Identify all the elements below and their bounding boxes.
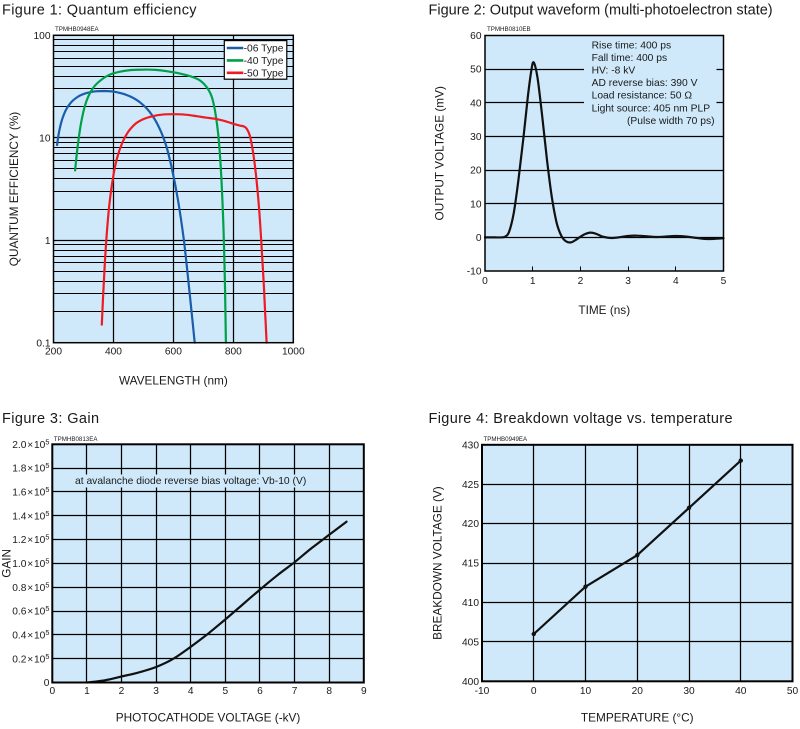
svg-text:QUANTUM EFFICIENCY (%): QUANTUM EFFICIENCY (%) [7,112,21,267]
svg-text:Light source: 405 nm PLP: Light source: 405 nm PLP [592,103,711,114]
svg-text:410: 410 [462,598,479,609]
svg-text:5: 5 [223,686,229,697]
svg-text:2: 2 [119,686,125,697]
svg-text:TPMHB0949EA: TPMHB0949EA [484,436,529,443]
svg-text:1: 1 [530,276,536,287]
svg-text:GAIN: GAIN [0,549,13,578]
svg-text:-06 Type: -06 Type [244,44,284,55]
svg-text:415: 415 [462,559,479,570]
svg-text:400: 400 [105,347,122,358]
svg-text:50: 50 [787,686,799,697]
svg-text:0: 0 [482,276,488,287]
svg-text:AD reverse bias: 390 V: AD reverse bias: 390 V [592,78,698,89]
svg-text:200: 200 [45,347,62,358]
svg-text:400: 400 [462,677,479,688]
svg-text:20: 20 [632,686,644,697]
svg-text:425: 425 [462,480,479,491]
svg-text:1.2×105: 1.2×105 [12,533,49,547]
svg-text:at avalanche diode reverse bia: at avalanche diode reverse bias voltage:… [75,476,306,487]
svg-text:TPMHB0948EA: TPMHB0948EA [55,26,100,33]
svg-text:800: 800 [225,347,242,358]
svg-text:405: 405 [462,637,479,648]
svg-text:0.1: 0.1 [36,338,50,349]
svg-text:TPMHB0810EB: TPMHB0810EB [487,26,531,33]
svg-text:2.0×105: 2.0×105 [12,437,49,451]
svg-text:420: 420 [462,519,479,530]
svg-text:4: 4 [188,686,194,697]
svg-text:-10: -10 [467,267,482,278]
svg-text:5: 5 [721,276,727,287]
svg-text:0: 0 [49,686,55,697]
svg-text:10: 10 [39,133,51,144]
svg-text:1.0×105: 1.0×105 [12,557,49,571]
svg-text:3: 3 [153,686,159,697]
svg-text:Figure 3: Gain: Figure 3: Gain [2,411,99,427]
svg-text:9: 9 [361,686,367,697]
svg-text:Fall time: 400 ps: Fall time: 400 ps [592,53,668,64]
svg-text:40: 40 [470,98,482,109]
svg-text:Figure 1: Quantum efficiency: Figure 1: Quantum efficiency [2,3,197,19]
svg-text:1: 1 [45,236,51,247]
svg-text:HV: -8 kV: HV: -8 kV [592,66,636,77]
svg-text:40: 40 [735,686,747,697]
svg-text:BREAKDOWN VOLTAGE (V): BREAKDOWN VOLTAGE (V) [431,486,445,640]
svg-text:-50 Type: -50 Type [244,68,284,79]
svg-text:PHOTOCATHODE VOLTAGE (-kV): PHOTOCATHODE VOLTAGE (-kV) [116,711,301,725]
svg-text:3: 3 [625,276,631,287]
svg-text:-40 Type: -40 Type [244,56,284,67]
svg-text:1.4×105: 1.4×105 [12,509,49,523]
svg-text:30: 30 [683,686,695,697]
svg-text:10: 10 [470,199,482,210]
svg-text:TPMHB0813EA: TPMHB0813EA [54,436,99,443]
svg-text:WAVELENGTH (nm): WAVELENGTH (nm) [119,374,228,388]
svg-text:8: 8 [326,686,332,697]
svg-text:Rise time: 400 ps: Rise time: 400 ps [592,40,672,51]
svg-text:1.6×105: 1.6×105 [12,485,49,499]
svg-text:0: 0 [44,678,50,689]
svg-text:0.8×105: 0.8×105 [12,580,49,594]
svg-text:1.8×105: 1.8×105 [12,461,49,475]
svg-text:OUTPUT VOLTAGE (mV): OUTPUT VOLTAGE (mV) [433,86,447,220]
svg-text:0.4×105: 0.4×105 [12,628,49,642]
svg-text:7: 7 [292,686,298,697]
svg-text:50: 50 [470,65,482,76]
svg-text:30: 30 [470,132,482,143]
svg-text:4: 4 [673,276,679,287]
svg-text:0.2×105: 0.2×105 [12,652,49,666]
svg-text:Load resistance: 50 Ω: Load resistance: 50 Ω [592,91,693,102]
svg-text:60: 60 [470,31,482,42]
svg-text:430: 430 [462,440,479,451]
svg-text:TIME (ns): TIME (ns) [578,303,630,317]
svg-text:600: 600 [165,347,182,358]
svg-text:20: 20 [470,166,482,177]
svg-text:-10: -10 [475,686,490,697]
svg-text:(Pulse width 70 ps): (Pulse width 70 ps) [627,116,715,127]
svg-text:0: 0 [531,686,537,697]
svg-text:10: 10 [580,686,592,697]
svg-text:6: 6 [257,686,263,697]
svg-text:100: 100 [34,31,51,42]
svg-text:0.6×105: 0.6×105 [12,604,49,618]
svg-text:1: 1 [84,686,90,697]
svg-text:0: 0 [476,233,482,244]
svg-text:TEMPERATURE (°C): TEMPERATURE (°C) [581,711,694,725]
svg-text:2: 2 [578,276,584,287]
svg-text:1000: 1000 [282,347,305,358]
svg-text:Figure 4: Breakdown voltage vs: Figure 4: Breakdown voltage vs. temperat… [429,411,733,427]
svg-text:Figure 2: Output waveform (mul: Figure 2: Output waveform (multi-photoel… [429,3,773,19]
